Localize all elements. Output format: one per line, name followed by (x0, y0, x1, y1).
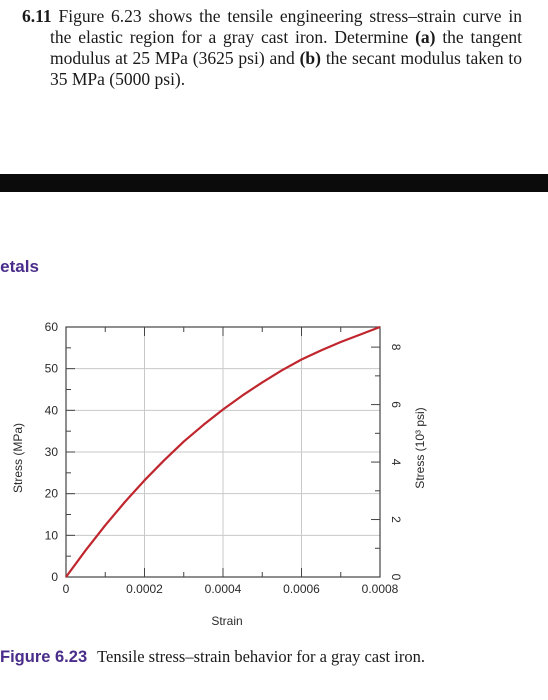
x-tick-label: 0.0004 (205, 582, 242, 596)
chapter-tab: Metals (0, 257, 39, 276)
y2-tick-label: 2 (389, 516, 403, 523)
part-a-label: (a) (415, 27, 436, 47)
y-tick-label: 20 (45, 487, 59, 501)
stress-strain-curve (65, 325, 381, 578)
grid-layer (66, 327, 380, 577)
stress-strain-chart: 0 0.0002 0.0004 0.0006 0.0008010203040506002… (11, 320, 427, 628)
x-tick-label: 0.0006 (283, 582, 320, 596)
x-axis-label: Strain (211, 614, 242, 628)
problem-intro: Figure 6.23 shows the tensile engineerin… (50, 6, 522, 47)
page-divider-bar (0, 174, 548, 192)
figure-caption: Figure 6.23 Tensile stress–strain behavio… (0, 646, 520, 668)
y-tick-label: 0 (51, 570, 58, 584)
y2-tick-label: 4 (389, 459, 403, 466)
x-tick-label: 0.0008 (362, 582, 399, 596)
y2-tick-label: 0 (389, 574, 403, 581)
figure-label: Figure 6.23 (0, 648, 88, 666)
label-layer: 0 0.0002 0.0004 0.0006 0.0008010203040506002… (11, 320, 427, 628)
y-axis-label: Stress (MPa) (11, 423, 25, 493)
x-tick-label: 0.0002 (126, 582, 163, 596)
series-layer (65, 325, 381, 578)
y2-axis-label: Stress (10³ psi) (413, 407, 427, 488)
tick-layer (65, 326, 381, 578)
caption-text: Tensile stress–strain behavior for a gra… (97, 647, 425, 666)
y2-tick-label: 8 (389, 344, 403, 351)
problem-number: 6.11 (22, 6, 52, 26)
problem-statement: 6.11 Figure 6.23 shows the tensile engin… (22, 6, 522, 90)
y-tick-label: 40 (45, 403, 59, 417)
x-tick-label: 0 (63, 582, 70, 596)
y-tick-label: 30 (45, 445, 59, 459)
problem-paragraph: 6.11 Figure 6.23 shows the tensile engin… (22, 6, 522, 90)
y-tick-label: 50 (45, 362, 59, 376)
part-b-text: the secant modulus taken to 35 MPa (5000… (50, 48, 523, 89)
part-b-label: (b) (299, 48, 321, 68)
part-a-text: the tangent modulus at 25 MPa (3625 psi)… (50, 27, 523, 68)
y2-tick-label: 6 (389, 401, 403, 408)
y-tick-label: 10 (45, 528, 59, 542)
y-tick-label: 60 (45, 320, 59, 334)
